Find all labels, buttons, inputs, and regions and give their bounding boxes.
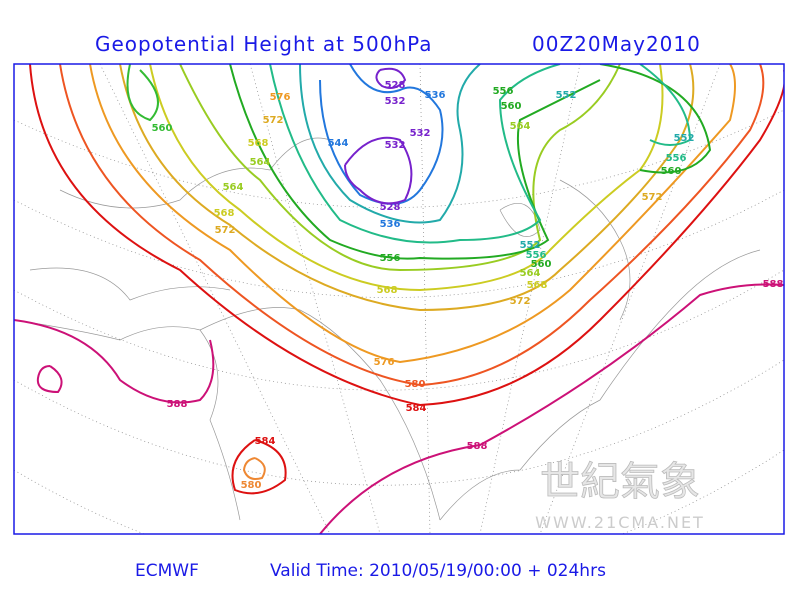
contour-label: 560 xyxy=(501,101,522,112)
contour-label: 580 xyxy=(405,379,426,390)
contour-labels: 5765725605685645645685725285325365325325… xyxy=(152,80,784,491)
contour-label: 568 xyxy=(214,208,235,219)
source: ECMWF xyxy=(135,561,199,581)
contour-label: 560 xyxy=(531,259,552,270)
contour-label: 568 xyxy=(248,138,269,149)
contour-label: 588 xyxy=(763,279,784,290)
contour-label: 556 xyxy=(666,153,687,164)
contour-label: 544 xyxy=(328,138,349,149)
contour-label: 572 xyxy=(642,192,663,203)
contour-label: 560 xyxy=(152,123,173,134)
graticule xyxy=(14,64,784,534)
contour-label: 572 xyxy=(510,296,531,307)
time: 00Z20May2010 xyxy=(532,32,701,56)
contour-label: 528 xyxy=(385,80,406,91)
contour-label: 564 xyxy=(223,182,244,193)
contour-label: 552 xyxy=(556,90,577,101)
contours xyxy=(14,64,784,534)
contour-label: 576 xyxy=(374,357,395,368)
contour-label: 556 xyxy=(493,86,514,97)
contour-label: 568 xyxy=(527,280,548,291)
contour-label: 576 xyxy=(270,92,291,103)
contour-label: 568 xyxy=(377,285,398,296)
contour-label: 572 xyxy=(215,225,236,236)
contour-label: 552 xyxy=(520,240,541,251)
contour-label: 560 xyxy=(661,166,682,177)
contour-label: 584 xyxy=(255,436,276,447)
map-area: 5765725605685645645685725285325365325325… xyxy=(14,64,784,534)
title: Geopotential Height at 500hPa xyxy=(95,32,433,56)
watermark-name: 世紀氣象 xyxy=(540,459,700,505)
contour-label: 588 xyxy=(467,441,488,452)
contour-label: 564 xyxy=(510,121,531,132)
contour-label: 536 xyxy=(380,219,401,230)
contour-label: 552 xyxy=(674,133,695,144)
contour-label: 556 xyxy=(526,250,547,261)
contour-label: 572 xyxy=(263,115,284,126)
contour-label: 536 xyxy=(425,90,446,101)
valid-time: Valid Time: 2010/05/19/00:00 + 024hrs xyxy=(270,561,606,581)
contour-label: 528 xyxy=(380,202,401,213)
contour-label: 532 xyxy=(410,128,431,139)
contour-label: 564 xyxy=(250,157,271,168)
contour-label: 532 xyxy=(385,96,406,107)
contour-label: 588 xyxy=(167,399,188,410)
contour-label: 564 xyxy=(520,268,541,279)
contour-label: 580 xyxy=(241,480,262,491)
contour-label: 556 xyxy=(380,253,401,264)
contour-label: 584 xyxy=(406,403,427,414)
contour-label: 532 xyxy=(385,140,406,151)
watermark-url: WWW.21CMA.NET xyxy=(535,513,705,532)
map-frame xyxy=(13,63,785,535)
